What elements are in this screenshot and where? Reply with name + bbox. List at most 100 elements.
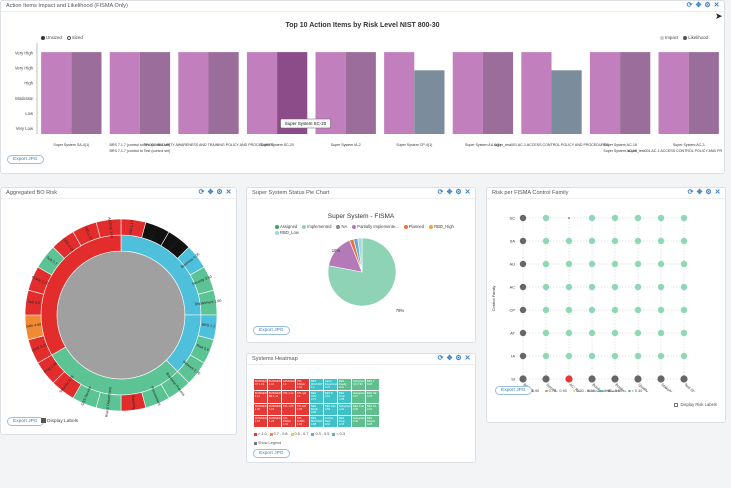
pie-legend-item[interactable]: Implemented: [302, 224, 331, 229]
risk-dot[interactable]: [657, 237, 665, 245]
risk-dot[interactable]: [634, 306, 642, 314]
risk-dot[interactable]: [680, 283, 688, 291]
likelihood-bar[interactable]: [71, 52, 102, 134]
heatmap-cell[interactable]: BUSINESS 1.11: [254, 391, 267, 403]
display-labels-checkbox[interactable]: Display Labels: [41, 418, 78, 424]
heatmap-cell[interactable]: BES GL 0.22: [366, 403, 379, 415]
heatmap-cell[interactable]: BES Ops 0.58: [324, 403, 337, 415]
risk-dot[interactable]: [519, 283, 527, 291]
risk-dot[interactable]: [588, 260, 596, 268]
likelihood-bar[interactable]: [551, 70, 582, 134]
gear-icon[interactable]: ⚙: [216, 189, 223, 196]
refresh-icon[interactable]: ⟳: [198, 189, 205, 196]
risk-dot[interactable]: [565, 237, 573, 245]
risk-dot[interactable]: [634, 237, 642, 245]
show-legend-toggle[interactable]: Show Legend: [254, 441, 281, 445]
risk-dot[interactable]: [588, 283, 596, 291]
impact-bar[interactable]: [384, 52, 415, 134]
risk-dot[interactable]: [542, 260, 550, 268]
heatmap-cell[interactable]: TPL QA 1.1: [296, 391, 309, 403]
impact-bar[interactable]: [452, 52, 483, 134]
heatmap-cell[interactable]: BUSINESS 1.20: [254, 403, 267, 415]
heatmap-cell[interactable]: BES ADV 0.71: [310, 391, 323, 403]
close-icon[interactable]: ✕: [464, 189, 471, 196]
risk-dot[interactable]: [634, 260, 642, 268]
gear-icon[interactable]: ⚙: [704, 2, 711, 9]
move-icon[interactable]: ✥: [207, 189, 214, 196]
heatmap-cell[interactable]: BES MILITARY 1.1: [310, 379, 323, 391]
heatmap-cell[interactable]: BES NE 0.24: [366, 391, 379, 403]
impact-bar[interactable]: [589, 52, 621, 134]
gear-icon[interactable]: ⚙: [705, 189, 712, 196]
heatmap-cell[interactable]: BUSINESS 1.01: [268, 379, 281, 391]
move-icon[interactable]: ✥: [446, 355, 453, 362]
risk-dot[interactable]: [634, 352, 642, 360]
risk-dot[interactable]: [680, 306, 688, 314]
display-risk-labels-checkbox[interactable]: Display Risk Labels: [674, 402, 717, 407]
refresh-icon[interactable]: ⟳: [687, 189, 694, 196]
heatmap-cell[interactable]: TPL HR 1.05: [296, 403, 309, 415]
heatmap-cell[interactable]: TPL FISGA 1.01: [296, 379, 309, 391]
pie-legend-item[interactable]: RBD_High: [429, 224, 454, 229]
risk-dot[interactable]: [542, 237, 550, 245]
risk-dot[interactable]: [519, 237, 527, 245]
risk-dot[interactable]: [519, 260, 527, 268]
heatmap-cell[interactable]: BUSINESS 1.16: [254, 415, 267, 427]
risk-dot[interactable]: [634, 375, 642, 383]
pie-legend-item[interactable]: Assigned: [275, 224, 297, 229]
risk-dot[interactable]: [680, 260, 688, 268]
heatmap-cell[interactable]: TPL FORD 1.01: [296, 415, 309, 427]
risk-dot[interactable]: [657, 260, 665, 268]
heatmap-cell[interactable]: BUSINESS BK 1.11: [268, 391, 281, 403]
risk-dot[interactable]: [680, 329, 688, 337]
heatmap-cell[interactable]: BES Ready 0.31: [338, 379, 351, 391]
likelihood-bar[interactable]: [482, 52, 514, 134]
risk-dot[interactable]: [565, 260, 573, 268]
risk-dot[interactable]: [634, 214, 642, 222]
risk-dot[interactable]: [542, 375, 550, 383]
risk-dot[interactable]: [588, 352, 596, 360]
risk-dot[interactable]: [657, 214, 665, 222]
risk-dot[interactable]: [519, 306, 527, 314]
heatmap-cell[interactable]: BES Trial 0.35: [352, 403, 365, 415]
risk-dot[interactable]: [680, 352, 688, 360]
move-icon[interactable]: ✥: [446, 189, 453, 196]
close-icon[interactable]: ✕: [713, 2, 720, 9]
risk-dot[interactable]: [611, 375, 619, 383]
risk-dot[interactable]: [611, 214, 619, 222]
export-jpg-button[interactable]: Export JPG: [253, 449, 290, 458]
pie-legend-item[interactable]: NA: [336, 224, 347, 229]
heatmap-cell[interactable]: Subsystem 0.32: [352, 415, 365, 427]
likelihood-bar[interactable]: [208, 52, 239, 134]
risk-dot[interactable]: [542, 283, 550, 291]
risk-dot[interactable]: [565, 283, 573, 291]
risk-dot[interactable]: [542, 352, 550, 360]
close-icon[interactable]: ✕: [464, 355, 471, 362]
risk-dot[interactable]: [565, 375, 573, 383]
heatmap-cell[interactable]: Subsystem 0.37: [352, 391, 365, 403]
heatmap-cell[interactable]: Subsystem 0.41: [338, 403, 351, 415]
heatmap-cell[interactable]: BES Final 0.38: [338, 391, 351, 403]
risk-dot[interactable]: [634, 283, 642, 291]
heatmap-cell[interactable]: BES B 0.61: [324, 391, 337, 403]
heatmap-cell[interactable]: Foxtrot Dept 0.64: [324, 415, 337, 427]
risk-dot[interactable]: [519, 329, 527, 337]
risk-dot[interactable]: [542, 329, 550, 337]
risk-dot[interactable]: [542, 214, 550, 222]
export-jpg-button[interactable]: Export JPG: [253, 326, 290, 335]
likelihood-bar[interactable]: [139, 52, 171, 134]
impact-bar[interactable]: [246, 52, 278, 134]
likelihood-bar[interactable]: [414, 70, 445, 134]
legend-sized[interactable]: Sized: [66, 35, 83, 40]
heatmap-cell[interactable]: TPL FISGA 1.01: [282, 415, 295, 427]
heatmap-cell[interactable]: BES Rollout 0.28: [366, 415, 379, 427]
heatmap-cell[interactable]: BES 1 0.28: [366, 379, 379, 391]
heatmap-cell[interactable]: BUSINESS 1.22: [268, 415, 281, 427]
likelihood-bar[interactable]: [688, 52, 719, 134]
risk-dot[interactable]: [657, 283, 665, 291]
move-icon[interactable]: ✥: [696, 189, 703, 196]
refresh-icon[interactable]: ⟳: [437, 355, 444, 362]
risk-dot[interactable]: [565, 352, 573, 360]
export-jpg-button[interactable]: Export JPG: [495, 386, 532, 395]
risk-dot[interactable]: [542, 306, 550, 314]
